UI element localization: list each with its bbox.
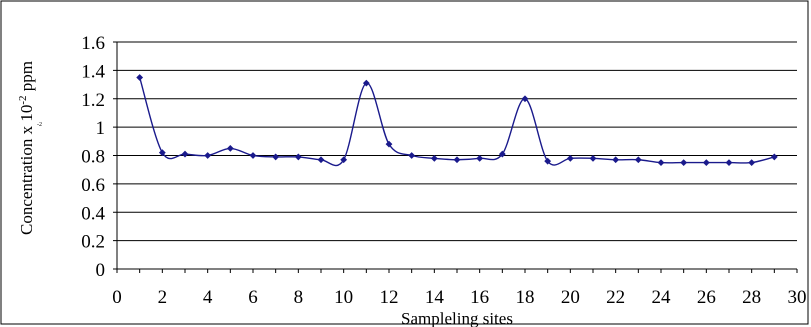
data-point-0-0 xyxy=(136,74,144,81)
y-tick-label-4: 0.8 xyxy=(81,147,105,168)
y-axis-stray-mark: -2 xyxy=(37,122,42,128)
data-point-0-9 xyxy=(340,156,348,164)
y-tick-label-8: 1.6 xyxy=(81,33,105,54)
x-tick-label-2: 4 xyxy=(203,287,213,308)
y-axis-title-main: Concentration x 10 xyxy=(17,105,36,235)
data-point-0-17 xyxy=(521,95,529,103)
data-point-0-4 xyxy=(226,145,234,152)
y-axis-title: Concentration x 10-2 ppm xyxy=(17,61,36,235)
data-point-0-14 xyxy=(453,156,461,164)
x-tick-label-14: 28 xyxy=(742,287,761,308)
data-point-0-18 xyxy=(544,157,552,165)
y-tick-label-5: 1 xyxy=(96,118,106,139)
data-point-0-8 xyxy=(317,156,325,164)
x-tick-label-12: 24 xyxy=(652,287,672,308)
y-tick-label-6: 1.2 xyxy=(81,90,105,111)
x-tick-label-10: 20 xyxy=(561,287,580,308)
data-point-0-22 xyxy=(634,156,642,164)
x-tick-label-5: 10 xyxy=(334,287,353,308)
y-axis-title-exponent: -2 xyxy=(17,96,29,105)
data-point-0-3 xyxy=(204,152,212,159)
x-tick-label-11: 22 xyxy=(606,287,625,308)
axes xyxy=(113,41,798,273)
x-tick-label-13: 26 xyxy=(697,287,716,308)
series xyxy=(136,74,778,167)
data-point-0-13 xyxy=(430,154,438,162)
x-tick-label-7: 14 xyxy=(425,287,445,308)
x-axis-title: Sampleling sites xyxy=(401,309,513,327)
data-point-0-11 xyxy=(385,140,393,148)
x-tick-label-15: 30 xyxy=(788,287,807,308)
data-point-0-27 xyxy=(748,159,756,166)
x-tick-labels: 0 2 4 6 8 10 12 14 16 18 20 22 24 26 28 30 xyxy=(112,287,806,308)
x-tick-label-8: 16 xyxy=(470,287,489,308)
data-point-0-24 xyxy=(680,159,688,166)
y-tick-label-2: 0.4 xyxy=(81,203,105,224)
gridlines xyxy=(117,41,797,242)
x-tick-label-9: 18 xyxy=(516,287,535,308)
data-point-0-6 xyxy=(272,153,280,161)
y-tick-labels: 0 0.2 0.4 0.6 0.8 1 1.2 1.4 1.6 xyxy=(81,33,105,281)
data-point-0-28 xyxy=(770,153,778,161)
x-tick-label-0: 0 xyxy=(112,287,122,308)
y-axis-title-unit: ppm xyxy=(17,61,36,91)
data-point-0-2 xyxy=(181,150,189,158)
y-tick-label-3: 0.6 xyxy=(81,175,105,196)
data-point-0-25 xyxy=(702,159,710,166)
data-point-0-16 xyxy=(498,150,506,158)
data-point-0-20 xyxy=(589,154,597,162)
data-point-0-10 xyxy=(362,79,370,87)
data-point-0-7 xyxy=(294,153,302,161)
x-tick-label-3: 6 xyxy=(248,287,258,308)
data-point-0-15 xyxy=(476,154,484,162)
data-point-0-21 xyxy=(612,156,620,164)
data-point-0-1 xyxy=(158,149,166,157)
x-tick-label-6: 12 xyxy=(380,287,399,308)
x-tick-label-4: 8 xyxy=(294,287,304,308)
data-point-0-5 xyxy=(249,152,257,159)
y-tick-label-1: 0.2 xyxy=(81,232,105,253)
data-point-0-12 xyxy=(408,152,416,159)
y-tick-label-0: 0 xyxy=(96,260,106,281)
data-point-0-23 xyxy=(657,159,665,166)
data-point-0-26 xyxy=(725,159,733,166)
y-tick-label-7: 1.4 xyxy=(81,61,105,82)
x-tick-label-1: 2 xyxy=(158,287,168,308)
data-point-0-19 xyxy=(566,154,574,162)
